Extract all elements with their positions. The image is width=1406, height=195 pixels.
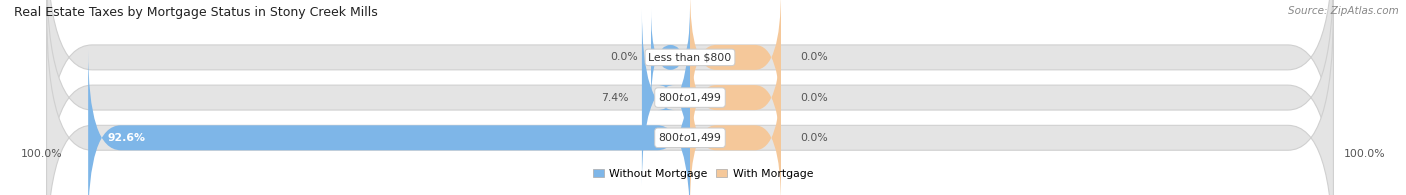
Text: Less than $800: Less than $800: [648, 52, 731, 62]
FancyBboxPatch shape: [690, 30, 780, 166]
FancyBboxPatch shape: [690, 0, 780, 125]
FancyBboxPatch shape: [651, 10, 690, 105]
FancyBboxPatch shape: [643, 10, 690, 186]
FancyBboxPatch shape: [46, 0, 1333, 195]
FancyBboxPatch shape: [46, 0, 1333, 186]
Text: 100.0%: 100.0%: [21, 149, 62, 159]
Text: 0.0%: 0.0%: [800, 93, 828, 103]
Text: 0.0%: 0.0%: [800, 133, 828, 143]
Text: 0.0%: 0.0%: [800, 52, 828, 62]
Text: 92.6%: 92.6%: [108, 133, 146, 143]
Text: 100.0%: 100.0%: [1344, 149, 1385, 159]
Text: Source: ZipAtlas.com: Source: ZipAtlas.com: [1288, 6, 1399, 16]
Text: Real Estate Taxes by Mortgage Status in Stony Creek Mills: Real Estate Taxes by Mortgage Status in …: [14, 6, 378, 19]
FancyBboxPatch shape: [46, 10, 1333, 195]
FancyBboxPatch shape: [89, 50, 690, 195]
Text: 0.0%: 0.0%: [610, 52, 638, 62]
Legend: Without Mortgage, With Mortgage: Without Mortgage, With Mortgage: [589, 165, 817, 183]
Text: $800 to $1,499: $800 to $1,499: [658, 131, 723, 144]
FancyBboxPatch shape: [690, 70, 780, 195]
Text: $800 to $1,499: $800 to $1,499: [658, 91, 723, 104]
Text: 7.4%: 7.4%: [602, 93, 628, 103]
